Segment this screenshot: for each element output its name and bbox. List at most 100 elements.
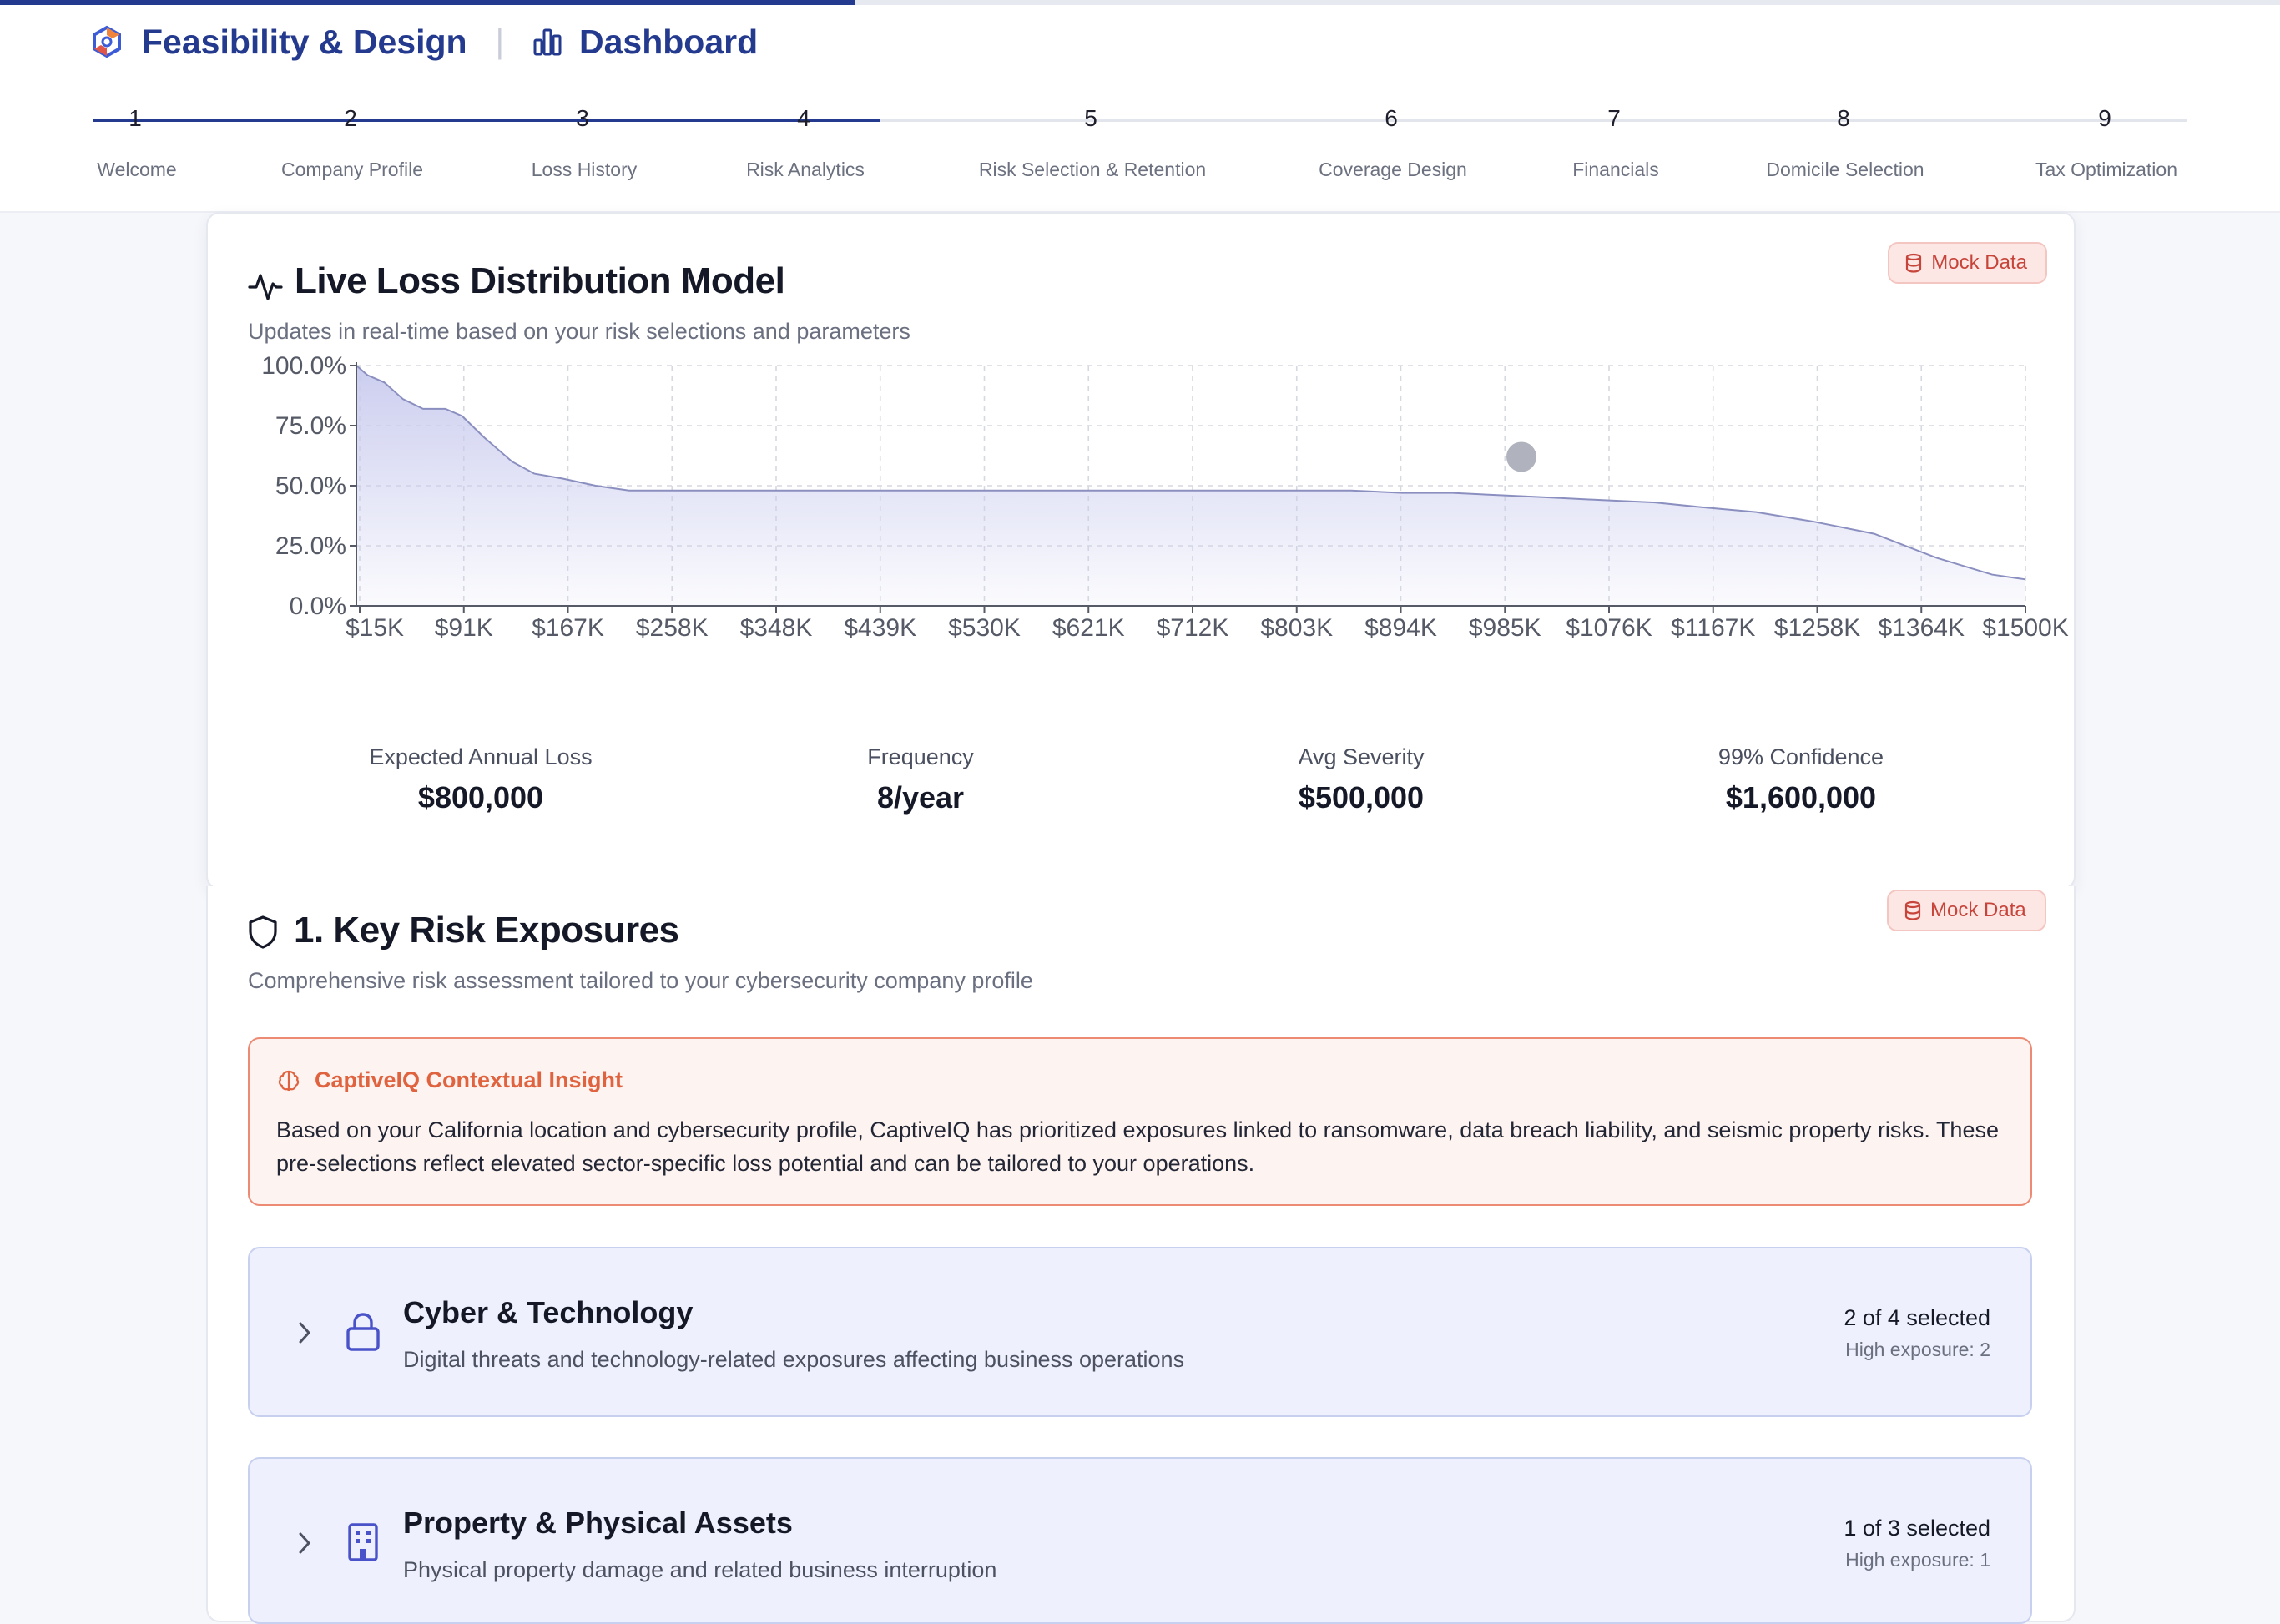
insight-title: CaptiveIQ Contextual Insight	[315, 1067, 623, 1092]
step-label: Domicile Selection	[1766, 159, 1924, 180]
y-tick-label: 0.0%	[290, 593, 346, 620]
x-tick-label: $985K	[1469, 614, 1541, 642]
x-tick-label: $1258K	[1774, 614, 1860, 642]
chevron-right-icon[interactable]	[296, 1320, 313, 1345]
x-tick-label: $439K	[844, 614, 916, 642]
mock-data-badge: Mock Data	[1887, 890, 2046, 931]
chevron-right-icon[interactable]	[296, 1531, 313, 1556]
step-label: Financials	[1572, 159, 1659, 180]
step-number: 4	[797, 105, 810, 131]
step-number: 9	[2098, 105, 2111, 131]
mock-data-badge: Mock Data	[1888, 242, 2047, 284]
dashboard-link[interactable]: Dashboard	[579, 22, 759, 61]
database-icon	[1904, 900, 1921, 920]
stepper-track	[93, 119, 2187, 122]
step-number: 3	[576, 105, 589, 131]
page-title: Feasibility & Design	[142, 22, 467, 61]
x-tick-label: $621K	[1052, 614, 1125, 642]
shield-icon	[249, 915, 277, 949]
category-description: Physical property damage and related bus…	[403, 1557, 997, 1582]
category-selected-count: 2 of 4 selected	[1844, 1305, 1990, 1330]
step-label: Coverage Design	[1319, 159, 1467, 180]
step-label: Risk Analytics	[746, 159, 865, 180]
database-icon	[1906, 253, 1922, 273]
header-separator: |	[495, 23, 504, 60]
x-tick-label: $348K	[740, 614, 813, 642]
y-tick-label: 75.0%	[275, 412, 346, 440]
step-label: Welcome	[97, 159, 177, 180]
loss-model-card: Live Loss Distribution Model Updates in …	[206, 212, 2076, 890]
category-title: Cyber & Technology	[403, 1295, 694, 1329]
x-tick-label: $258K	[636, 614, 709, 642]
loss-model-subtitle: Updates in real-time based on your risk …	[248, 319, 910, 344]
x-tick-label: $1167K	[1671, 614, 1755, 642]
exposures-title: 1. Key Risk Exposures	[294, 910, 679, 951]
loss-model-title: Live Loss Distribution Model	[295, 260, 785, 301]
y-tick-label: 100.0%	[261, 356, 346, 380]
chart-hover-marker	[1506, 441, 1536, 472]
step-number: 2	[344, 105, 357, 131]
stepper: 1 Welcome 2 Company Profile 3 Loss Histo…	[0, 92, 2280, 192]
y-tick-label: 50.0%	[275, 472, 346, 500]
stat-label: Frequency	[867, 744, 974, 769]
x-tick-label: $803K	[1260, 614, 1333, 642]
mock-data-label: Mock Data	[1931, 251, 2027, 274]
stat-frequency: Frequency 8/year	[754, 744, 1087, 815]
stat-value: $1,600,000	[1725, 780, 1877, 815]
stat-avg-severity: Avg Severity $500,000	[1194, 744, 1528, 815]
step-label: Risk Selection & Retention	[978, 159, 1207, 180]
chart-area-fill	[356, 366, 2025, 606]
contextual-insight: CaptiveIQ Contextual Insight Based on yo…	[248, 1037, 2032, 1206]
insight-body: Based on your California location and cy…	[276, 1117, 1999, 1176]
step-number: 8	[1837, 105, 1850, 131]
x-tick-label: $894K	[1364, 614, 1437, 642]
bar-chart-icon[interactable]	[532, 27, 562, 57]
category-cyber-technology[interactable]: Cyber & Technology Digital threats and t…	[248, 1247, 2032, 1417]
brain-icon	[278, 1070, 300, 1091]
stat-label: Expected Annual Loss	[369, 744, 593, 769]
category-description: Digital threats and technology-related e…	[403, 1347, 1185, 1372]
progress-fill	[0, 0, 855, 5]
logo-icon	[93, 25, 121, 58]
step-label: Company Profile	[280, 159, 424, 180]
step-number: 7	[1607, 105, 1621, 131]
y-tick-label: 25.0%	[275, 532, 346, 560]
top-header: Feasibility & Design | Dashboard 1 Welco…	[0, 0, 2280, 213]
building-icon	[348, 1523, 378, 1561]
stat-value: $500,000	[1298, 780, 1425, 815]
x-tick-label: $1076K	[1566, 614, 1652, 642]
progress-track	[0, 0, 2280, 5]
x-tick-label: $530K	[948, 614, 1021, 642]
step-label: Loss History	[531, 159, 638, 180]
activity-icon	[248, 274, 283, 300]
x-tick-label: $712K	[1157, 614, 1229, 642]
x-tick-label: $91K	[435, 614, 493, 642]
lock-icon	[346, 1313, 380, 1351]
stat-99-confidence: 99% Confidence $1,600,000	[1634, 744, 1968, 815]
header-row: Feasibility & Design | Dashboard	[90, 18, 758, 65]
step-label: Tax Optimization	[2035, 159, 2177, 180]
chart-series-line	[356, 365, 2026, 581]
x-tick-label: $167K	[532, 614, 604, 642]
category-exposure: High exposure: 2	[1845, 1339, 1990, 1360]
category-property-physical-assets[interactable]: Property & Physical Assets Physical prop…	[248, 1457, 2032, 1624]
stat-label: Avg Severity	[1298, 744, 1425, 769]
stat-value: $800,000	[417, 780, 544, 815]
stepper-track-done	[93, 119, 880, 122]
exposures-subtitle: Comprehensive risk assessment tailored t…	[248, 968, 1033, 993]
loss-distribution-chart: 100.0% 75.0% 50.0% 25.0% 0.0%$15K $91K $167K $2…	[261, 356, 2068, 642]
insight-title-row: CaptiveIQ Contextual Insight	[276, 1067, 2004, 1093]
step-number: 1	[129, 105, 142, 131]
stat-expected-annual-loss: Expected Annual Loss $800,000	[314, 744, 648, 815]
x-tick-label: $1364K	[1879, 614, 1965, 642]
category-title: Property & Physical Assets	[403, 1505, 793, 1540]
x-tick-label: $15K	[346, 614, 404, 642]
category-selected-count: 1 of 3 selected	[1844, 1516, 1990, 1541]
mock-data-label: Mock Data	[1930, 899, 2026, 921]
step-number: 6	[1385, 105, 1398, 131]
x-tick-label: $1500K	[1982, 614, 2068, 642]
stat-value: 8/year	[876, 780, 965, 815]
stat-label: 99% Confidence	[1718, 744, 1884, 769]
step-number: 5	[1084, 105, 1097, 131]
category-exposure: High exposure: 1	[1845, 1549, 1990, 1571]
